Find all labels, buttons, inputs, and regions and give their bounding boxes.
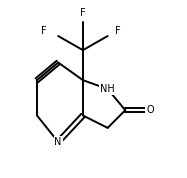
Text: NH: NH [100,84,115,94]
Text: F: F [41,26,47,36]
Text: F: F [115,26,121,36]
Text: F: F [80,8,86,18]
Text: O: O [146,105,154,115]
Text: N: N [54,137,62,147]
